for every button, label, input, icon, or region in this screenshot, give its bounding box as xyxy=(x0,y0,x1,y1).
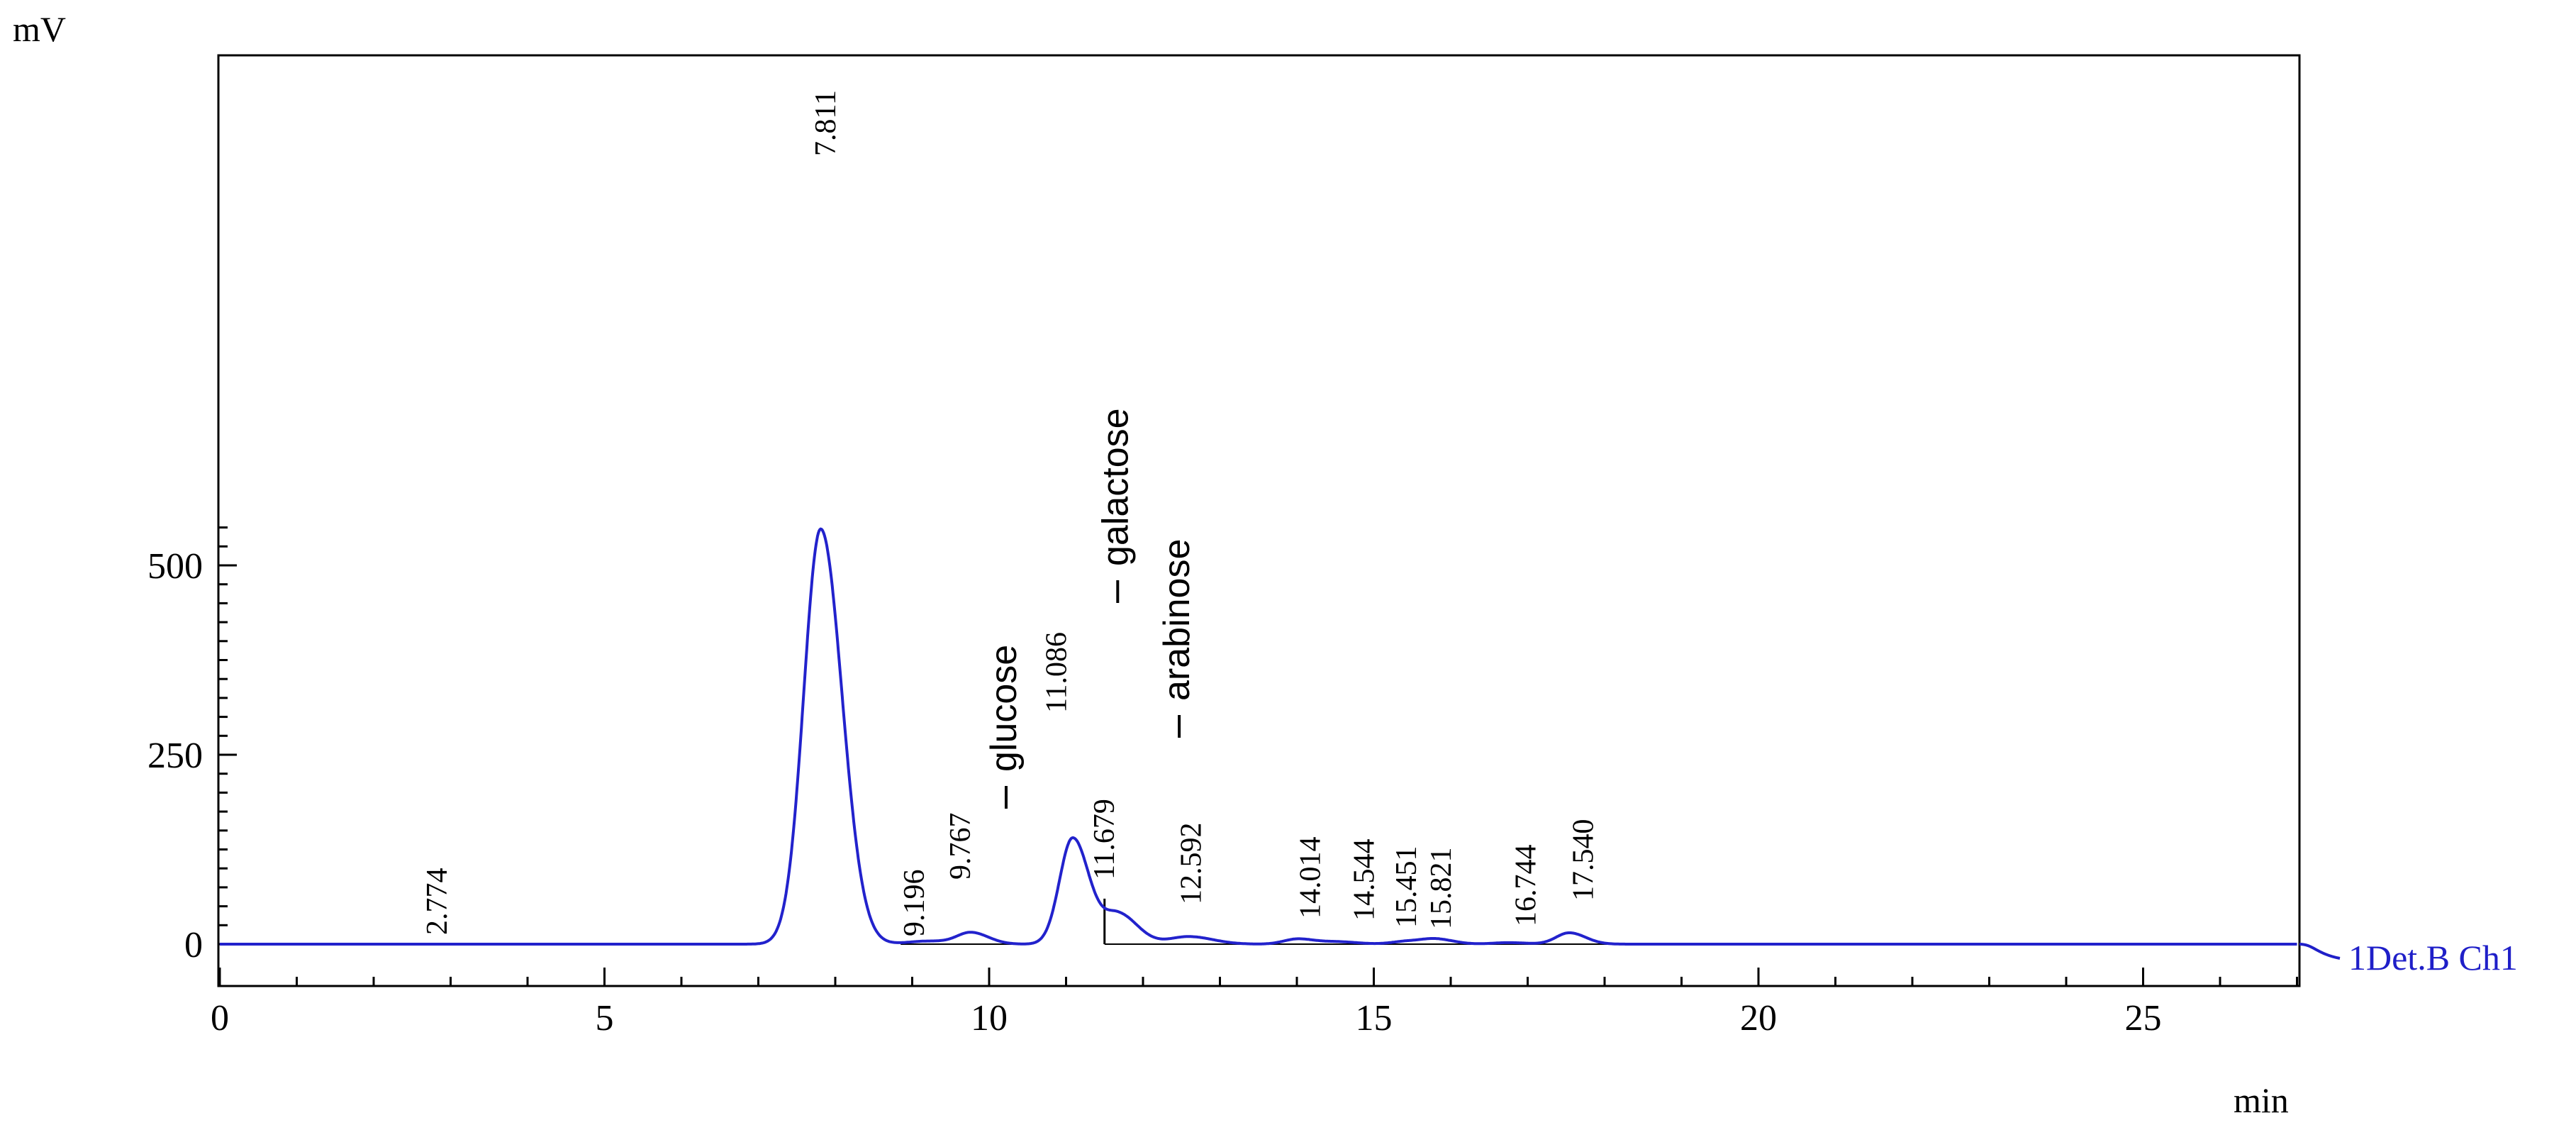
integration-baselines xyxy=(408,898,1666,945)
annotation-label: glucose xyxy=(983,645,1025,772)
plot-frame xyxy=(217,54,2301,987)
signal-trace xyxy=(220,527,2297,946)
y-axis-unit-label: mV xyxy=(13,9,66,49)
x-tick-label: 10 xyxy=(971,998,1008,1038)
sugar-annotations: glucose galactose arabinose xyxy=(983,408,1198,809)
peak-label: 15.821 xyxy=(1425,848,1458,930)
annotation-label: arabinose xyxy=(1156,539,1198,701)
annotation-galactose: galactose xyxy=(1095,408,1136,603)
x-tick-label: 5 xyxy=(596,998,614,1038)
peak-label: 11.086 xyxy=(1041,632,1074,713)
x-tick-label: 0 xyxy=(211,998,229,1038)
y-tick-label: 0 xyxy=(184,925,203,965)
peak-label: 2.774 xyxy=(421,868,454,936)
peak-label: 12.592 xyxy=(1175,823,1208,905)
peak-label: 11.679 xyxy=(1088,799,1121,880)
peak-label: 17.540 xyxy=(1568,819,1600,902)
peak-label: 16.744 xyxy=(1510,845,1542,927)
channel-leader-line xyxy=(2299,943,2341,960)
annotation-glucose: glucose xyxy=(983,645,1025,809)
annotation-arabinose: arabinose xyxy=(1156,539,1198,738)
x-tick-label: 20 xyxy=(1740,998,1777,1038)
channel-label: 1Det.B Ch1 xyxy=(2348,938,2518,977)
peak-label: 14.014 xyxy=(1295,837,1327,919)
x-axis-unit-label: min xyxy=(2234,1080,2289,1120)
peak-label: 15.451 xyxy=(1390,846,1423,929)
y-tick-label: 250 xyxy=(147,736,203,776)
x-tick-label: 25 xyxy=(2125,998,2162,1038)
peak-label: 14.544 xyxy=(1349,839,1381,921)
peak-label: 9.196 xyxy=(898,870,931,937)
channel-legend: 1Det.B Ch1 xyxy=(2299,938,2518,977)
peak-labels: 2.774 7.811 9.196 9.767 11.086 11.679 12.592 14… xyxy=(421,90,1600,936)
annotation-label: galactose xyxy=(1095,408,1136,566)
y-tick-label: 500 xyxy=(147,546,203,587)
signal-trace-layer xyxy=(220,527,2297,946)
peak-label: 9.767 xyxy=(944,813,977,880)
peak-label: 7.811 xyxy=(810,90,842,156)
x-tick-label: 15 xyxy=(1356,998,1393,1038)
